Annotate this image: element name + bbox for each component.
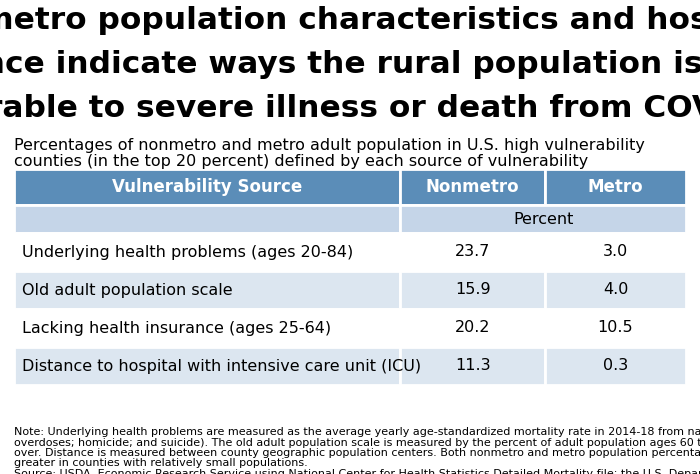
Bar [400,233,545,271]
Bar [400,309,545,347]
Text: Nonmetro population characteristics and hospital: Nonmetro population characteristics and … [0,6,700,35]
Bar [14,205,400,233]
Bar [400,169,545,205]
Text: Underlying health problems (ages 20-84): Underlying health problems (ages 20-84) [22,245,354,259]
Text: Percent: Percent [513,211,573,227]
Text: 4.0: 4.0 [603,283,628,298]
Text: counties (in the top 20 percent) defined by each source of vulnerability: counties (in the top 20 percent) defined… [14,154,588,169]
Bar [14,169,400,205]
Bar [545,169,686,205]
Text: Metro: Metro [587,178,643,196]
Text: Percentages of nonmetro and metro adult population in U.S. high vulnerability: Percentages of nonmetro and metro adult … [14,138,645,153]
Text: 15.9: 15.9 [455,283,491,298]
Bar [545,309,686,347]
Bar [14,271,400,309]
Text: Note: Underlying health problems are measured as the average yearly age-standard: Note: Underlying health problems are mea… [14,427,700,437]
Bar [400,347,545,385]
Bar [14,233,400,271]
Bar [400,271,545,309]
Bar [545,347,686,385]
Text: distance indicate ways the rural population is more: distance indicate ways the rural populat… [0,50,700,79]
Bar [14,347,400,385]
Bar [545,271,686,309]
Text: Distance to hospital with intensive care unit (ICU): Distance to hospital with intensive care… [22,358,421,374]
Text: 0.3: 0.3 [603,358,628,374]
Text: 20.2: 20.2 [455,320,491,336]
Text: 23.7: 23.7 [455,245,490,259]
Text: greater in counties with relatively small populations.: greater in counties with relatively smal… [14,458,308,468]
Bar [400,205,686,233]
Text: vulnerable to severe illness or death from COVID-19: vulnerable to severe illness or death fr… [0,94,700,123]
Text: Lacking health insurance (ages 25-64): Lacking health insurance (ages 25-64) [22,320,331,336]
Text: Nonmetro: Nonmetro [426,178,519,196]
Text: overdoses; homicide; and suicide). The old adult population scale is measured by: overdoses; homicide; and suicide). The o… [14,438,700,447]
Text: Source: USDA, Economic Research Service using National Center for Health Statist: Source: USDA, Economic Research Service … [14,469,700,474]
Text: 11.3: 11.3 [455,358,491,374]
Text: 10.5: 10.5 [598,320,634,336]
Text: over. Distance is measured between county geographic population centers. Both no: over. Distance is measured between count… [14,448,700,458]
Bar [14,309,400,347]
Bar [545,233,686,271]
Text: Vulnerability Source: Vulnerability Source [112,178,302,196]
Text: Old adult population scale: Old adult population scale [22,283,232,298]
Text: 3.0: 3.0 [603,245,628,259]
